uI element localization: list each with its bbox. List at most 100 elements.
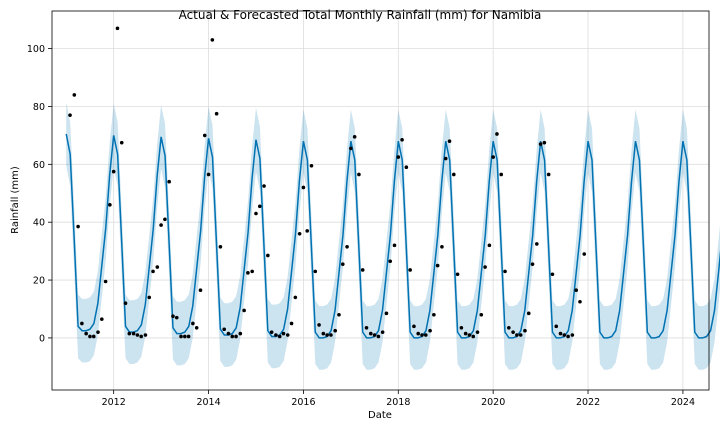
actual-point — [333, 328, 338, 333]
actual-point — [250, 269, 254, 274]
actual-point — [570, 333, 575, 337]
actual-point — [349, 146, 353, 151]
actual-point — [317, 323, 321, 327]
actual-point — [234, 334, 238, 339]
actual-point — [345, 244, 349, 249]
actual-point — [163, 217, 167, 222]
y-tick-label: 100 — [27, 44, 45, 55]
actual-point — [285, 333, 290, 337]
actual-point — [72, 93, 77, 97]
actual-point — [111, 169, 116, 174]
actual-point — [463, 331, 468, 336]
actual-point — [262, 184, 266, 188]
x-tick-label: 2022 — [576, 397, 600, 408]
actual-point — [428, 328, 432, 333]
chart-title: Actual & Forecasted Total Monthly Rainfa… — [179, 8, 542, 22]
actual-point — [119, 140, 124, 145]
x-tick-label: 2018 — [386, 397, 410, 408]
actual-point — [538, 142, 543, 146]
actual-point — [100, 317, 104, 321]
x-tick-label: 2020 — [481, 397, 505, 408]
actual-point — [404, 165, 409, 170]
actual-point — [131, 331, 136, 336]
actual-point — [542, 140, 547, 145]
actual-point — [523, 328, 527, 333]
actual-point — [416, 331, 421, 336]
x-tick-label: 2024 — [671, 397, 695, 408]
actual-point — [151, 269, 155, 274]
actual-point — [123, 301, 128, 306]
plot-frame — [51, 10, 710, 391]
actual-point — [376, 334, 381, 339]
y-tick-label: 40 — [33, 218, 45, 229]
actual-point — [352, 135, 357, 139]
actual-point — [364, 326, 369, 330]
actual-point — [174, 315, 179, 320]
actual-point — [554, 324, 559, 329]
y-tick-label: 0 — [39, 333, 45, 344]
uncertainty-band-layer — [66, 102, 720, 370]
actual-point — [420, 333, 424, 337]
actual-point — [455, 272, 460, 277]
actual-point — [139, 334, 143, 339]
actual-point — [155, 265, 160, 269]
actual-point — [305, 229, 310, 233]
actual-point — [84, 331, 88, 336]
actual-point — [467, 333, 472, 337]
actual-point — [582, 252, 587, 256]
actual-point — [254, 211, 258, 216]
y-tick-label: 20 — [33, 276, 45, 287]
actual-point — [424, 333, 428, 337]
actual-point — [412, 324, 416, 329]
actual-point — [384, 311, 389, 316]
actual-point — [388, 259, 393, 264]
actual-point — [526, 311, 531, 316]
actual-point — [214, 111, 219, 116]
actual-point — [159, 223, 163, 227]
actual-point — [562, 333, 567, 337]
actual-point — [76, 224, 80, 229]
actual-point — [329, 333, 333, 337]
y-tick-label: 80 — [33, 102, 45, 113]
actual-point — [210, 38, 215, 42]
actual-point — [435, 263, 440, 268]
actual-point — [530, 262, 535, 266]
actual-point — [368, 331, 373, 336]
actual-point — [440, 244, 444, 249]
actual-point — [115, 26, 120, 31]
actual-point — [357, 172, 361, 177]
actual-point — [206, 172, 211, 177]
actual-point — [293, 295, 298, 300]
actual-point — [171, 314, 175, 319]
actual-point — [495, 132, 499, 136]
actual-point — [471, 334, 476, 339]
actual-point — [515, 333, 519, 337]
actual-point — [179, 334, 183, 339]
x-axis-label: Date — [368, 410, 392, 421]
actual-point — [396, 155, 401, 159]
actual-point — [274, 333, 278, 337]
actual-point — [447, 139, 452, 143]
forecast-line-layer — [65, 133, 720, 339]
actual-point — [578, 299, 582, 304]
actual-point — [297, 231, 302, 236]
actual-point — [321, 331, 326, 336]
actual-point — [194, 326, 199, 330]
actual-point — [202, 133, 207, 138]
actual-point — [451, 172, 456, 177]
actual-point — [281, 331, 286, 336]
actual-point — [147, 295, 152, 300]
actual-points-layer — [68, 26, 587, 339]
actual-point — [535, 242, 539, 246]
actual-point — [191, 321, 195, 326]
actual-point — [479, 312, 484, 317]
actual-point — [218, 244, 223, 249]
actual-point — [143, 333, 148, 337]
actual-point — [392, 243, 397, 248]
actual-point — [546, 172, 551, 177]
actual-point — [408, 268, 412, 272]
actual-point — [266, 253, 270, 258]
actual-point — [360, 268, 365, 272]
x-tick-label: 2012 — [102, 397, 126, 408]
